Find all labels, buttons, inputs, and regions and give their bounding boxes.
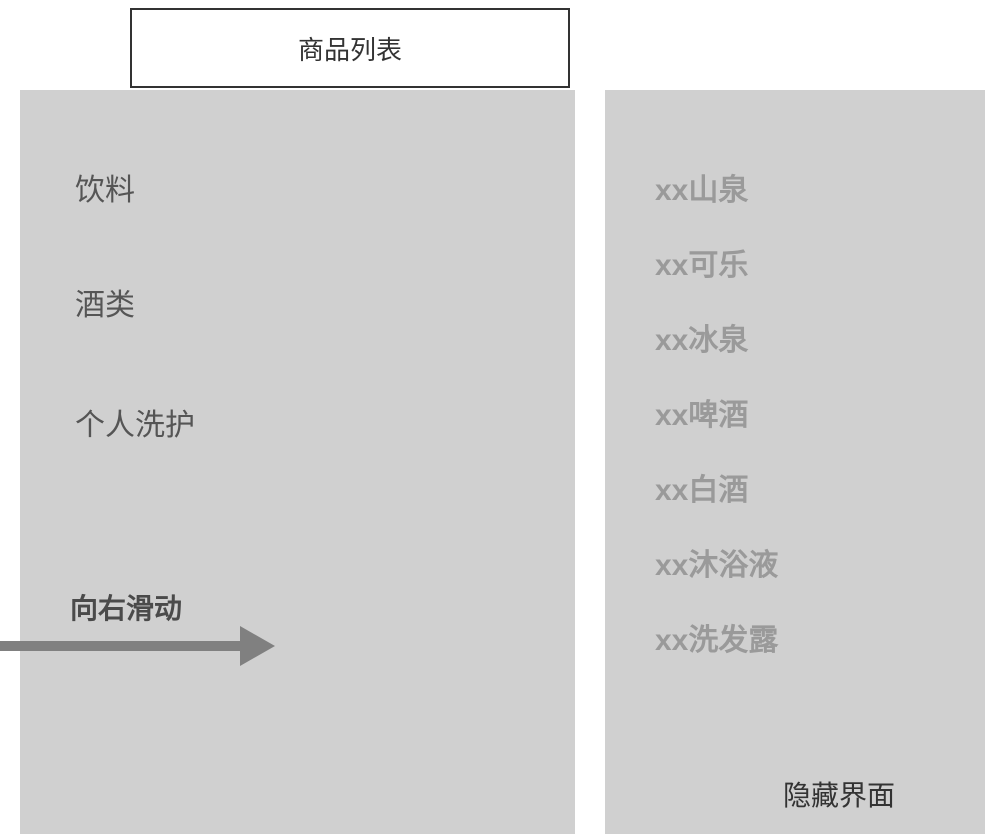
product-item[interactable]: xx沐浴液	[655, 540, 778, 584]
hidden-panel-label: 隐藏界面	[783, 774, 895, 814]
title-text: 商品列表	[298, 30, 402, 67]
category-item[interactable]: 饮料	[75, 165, 135, 209]
product-item[interactable]: xx山泉	[655, 165, 748, 209]
product-item[interactable]: xx冰泉	[655, 315, 748, 359]
category-item[interactable]: 酒类	[75, 280, 135, 324]
main-panel[interactable]: 饮料 酒类 个人洗护 向右滑动	[20, 90, 575, 834]
product-item[interactable]: xx白酒	[655, 465, 748, 509]
product-item[interactable]: xx洗发露	[655, 615, 778, 659]
title-box: 商品列表	[130, 8, 570, 88]
product-item[interactable]: xx啤酒	[655, 390, 748, 434]
category-item[interactable]: 个人洗护	[75, 400, 195, 444]
swipe-arrow-icon	[0, 616, 275, 676]
side-panel[interactable]: xx山泉 xx可乐 xx冰泉 xx啤酒 xx白酒 xx沐浴液 xx洗发露 隐藏界…	[605, 90, 985, 834]
product-item[interactable]: xx可乐	[655, 240, 748, 284]
